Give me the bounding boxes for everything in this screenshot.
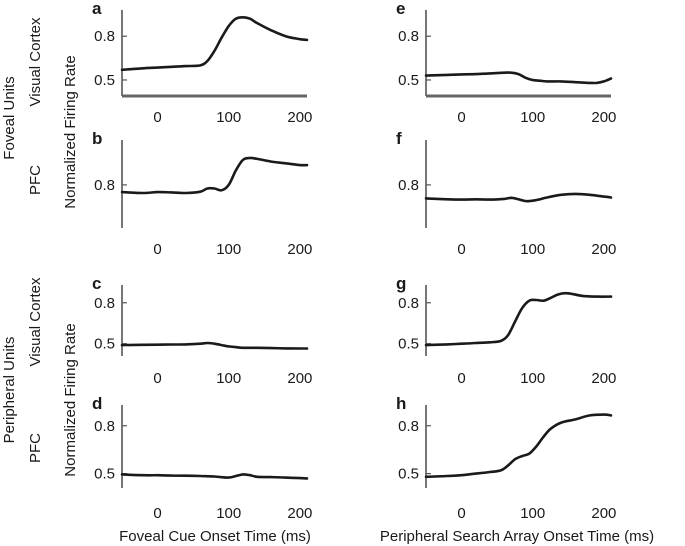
area-label-pfc-top: PFC: [27, 165, 44, 195]
panel-c-xtick-label: 200: [287, 370, 312, 387]
panel-g: 0.5 0.8 0 100 200 g: [396, 274, 616, 387]
panel-e-ytick-label: 0.8: [398, 28, 419, 45]
panel-a-xtick-label: 100: [216, 109, 241, 126]
panel-c-xtick-label: 100: [216, 370, 241, 387]
panel-a-ytick-label: 0.8: [94, 28, 115, 45]
panel-f-xtick-label: 0: [457, 241, 465, 258]
panel-h-letter: h: [396, 394, 406, 413]
ylabel-bottom: Normalized Firing Rate: [62, 323, 79, 476]
panel-f-xtick-label: 200: [591, 241, 616, 258]
panel-h-xtick-label: 100: [520, 505, 545, 522]
panel-a-xtick-label: 200: [287, 109, 312, 126]
panel-e-series-line: [424, 71, 613, 85]
panel-f-series-line: [424, 192, 613, 203]
panel-g-series-line: [424, 291, 613, 347]
panel-e-xtick-label: 0: [457, 109, 465, 126]
panel-h-xtick-label: 0: [457, 505, 465, 522]
panel-h: 0.5 0.8 0 100 200 h: [396, 394, 616, 522]
panel-d-xtick-label: 0: [153, 505, 161, 522]
panel-d-ytick-label: 0.8: [94, 418, 115, 435]
panel-g-xtick-label: 200: [591, 370, 616, 387]
xlabel-left: Foveal Cue Onset Time (ms): [119, 528, 311, 545]
area-label-pfc-bottom: PFC: [27, 433, 44, 463]
panel-d-series-line: [120, 473, 309, 480]
panel-a-series-line: [120, 16, 309, 72]
panel-c: 0.5 0.8 0 100 200 c: [92, 274, 312, 387]
panel-d-xtick-label: 200: [287, 505, 312, 522]
panel-e-ytick-label: 0.5: [398, 72, 419, 89]
panel-g-ytick-label: 0.8: [398, 295, 419, 312]
xlabel-right: Peripheral Search Array Onset Time (ms): [380, 528, 654, 545]
panel-b-xtick-label: 200: [287, 241, 312, 258]
area-label-visual-cortex-top: Visual Cortex: [27, 17, 44, 106]
panel-c-ytick-label: 0.8: [94, 295, 115, 312]
panel-h-ytick-label: 0.8: [398, 418, 419, 435]
panel-f-ytick-label: 0.8: [398, 177, 419, 194]
panel-e-letter: e: [396, 0, 405, 18]
panel-g-xtick-label: 0: [457, 370, 465, 387]
panel-c-series-line: [120, 341, 309, 350]
panel-f-letter: f: [396, 129, 402, 148]
panel-b: 0.8 0 100 200 b: [92, 129, 312, 258]
group-label-foveal: Foveal Units: [1, 76, 18, 159]
panel-h-ytick-label: 0.5: [398, 466, 419, 483]
panel-h-xtick-label: 200: [591, 505, 616, 522]
ylabel-top: Normalized Firing Rate: [62, 55, 79, 208]
panel-e-xtick-label: 200: [591, 109, 616, 126]
panel-a: 0.5 0.8 0 100 200 a: [92, 0, 312, 126]
panel-b-xtick-label: 0: [153, 241, 161, 258]
panel-a-letter: a: [92, 0, 102, 18]
panel-b-letter: b: [92, 129, 102, 148]
group-label-peripheral: Peripheral Units: [1, 337, 18, 444]
panel-g-xtick-label: 100: [520, 370, 545, 387]
panel-b-ytick-label: 0.8: [94, 177, 115, 194]
panel-a-xtick-label: 0: [153, 109, 161, 126]
panel-a-ytick-label: 0.5: [94, 72, 115, 89]
area-label-visual-cortex-bottom: Visual Cortex: [27, 277, 44, 366]
panel-b-series-line: [120, 156, 309, 195]
panel-d-letter: d: [92, 394, 102, 413]
panel-b-xtick-label: 100: [216, 241, 241, 258]
panel-c-ytick-label: 0.5: [94, 336, 115, 353]
panel-c-xtick-label: 0: [153, 370, 161, 387]
panel-h-series-line: [424, 413, 613, 479]
panel-d-ytick-label: 0.5: [94, 466, 115, 483]
panel-e: 0.5 0.8 0 100 200 e: [396, 0, 616, 126]
panel-c-letter: c: [92, 274, 101, 293]
panel-f: 0.8 0 100 200 f: [396, 129, 616, 258]
panel-d-xtick-label: 100: [216, 505, 241, 522]
panel-g-letter: g: [396, 274, 406, 293]
panel-e-xtick-label: 100: [520, 109, 545, 126]
panel-f-xtick-label: 100: [520, 241, 545, 258]
panel-g-ytick-label: 0.5: [398, 336, 419, 353]
panel-d: 0.5 0.8 0 100 200 d: [92, 394, 312, 522]
